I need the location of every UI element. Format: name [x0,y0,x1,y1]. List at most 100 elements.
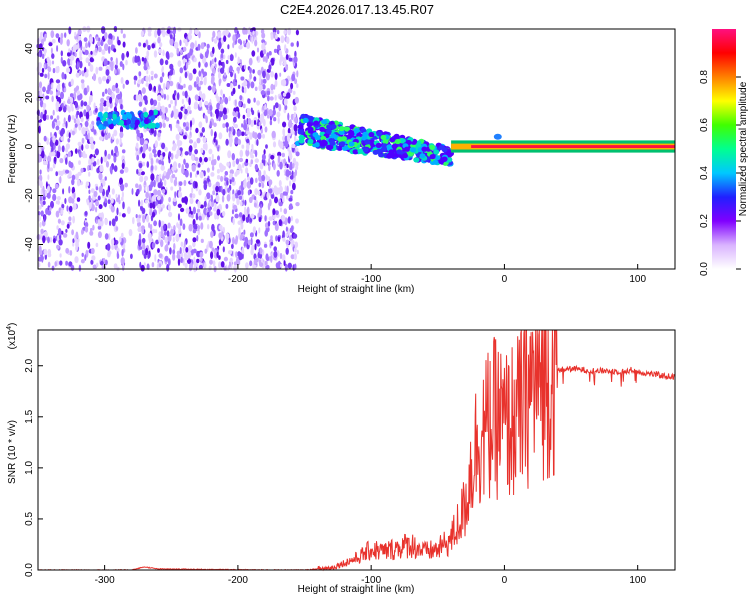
noise-point [56,45,59,52]
noise-point [210,172,215,177]
noise-point [117,39,121,46]
echo-point [389,137,396,143]
noise-point [162,122,166,128]
noise-point [115,87,120,94]
echo-point [376,131,383,137]
noise-point [110,197,114,204]
noise-point [250,119,254,127]
noise-point [237,84,241,90]
noise-point [284,44,287,52]
echo-point [403,146,410,152]
snr-x-label: Height of straight line (km) [298,584,415,595]
noise-point [85,144,90,150]
noise-point [43,248,48,256]
noise-point [113,165,118,173]
noise-point [69,93,74,98]
noise-point [61,82,65,89]
noise-point [224,97,229,105]
echo-point [98,124,104,130]
noise-point [213,38,218,44]
noise-point [183,114,187,120]
noise-point [143,95,148,101]
noise-point [274,223,279,232]
echo-point [429,154,436,160]
noise-point [184,251,187,259]
noise-point [131,188,134,195]
echo-point [150,114,156,121]
noise-point [235,158,240,165]
noise-point [283,208,288,215]
echo-point [153,109,158,116]
noise-point [187,52,191,59]
noise-point [234,73,237,81]
noise-point [119,97,123,106]
noise-point [293,124,298,132]
noise-point [106,78,110,84]
noise-point [72,215,75,224]
y-tick-label: -20 [24,188,35,203]
noise-point [278,202,283,207]
noise-point [245,138,250,144]
noise-point [256,47,260,53]
noise-point [196,250,201,258]
noise-point [161,68,164,73]
noise-point [183,158,186,165]
noise-point [272,141,277,148]
noise-point [187,245,193,252]
noise-point [162,49,165,57]
noise-point [106,243,111,251]
x-tick-label: 100 [629,274,646,285]
noise-point [42,235,46,244]
noise-point [192,241,196,248]
noise-point [50,30,55,38]
noise-point [170,229,174,237]
echo-point [405,139,412,146]
noise-point [141,78,144,85]
noise-point [181,98,185,105]
noise-point [197,200,201,209]
noise-point [96,262,99,268]
echo-point [313,142,320,148]
noise-point [61,204,65,209]
noise-point [36,52,41,57]
noise-point [260,78,264,86]
noise-point [237,69,240,74]
noise-point [182,223,186,230]
echo-point [148,109,154,116]
noise-point [147,44,151,51]
noise-point [80,100,84,107]
noise-point [285,232,289,238]
noise-point [154,201,158,206]
noise-point [216,175,221,180]
noise-point [100,156,103,164]
noise-point [163,170,167,176]
noise-point [288,119,293,127]
noise-point [249,132,253,140]
noise-point [248,57,253,66]
noise-point [277,151,282,157]
noise-point [171,174,176,179]
noise-point [83,101,88,107]
noise-point [104,218,108,226]
noise-point [121,249,124,257]
noise-point [189,197,194,205]
noise-point [183,46,187,52]
noise-point [56,234,60,243]
noise-point [179,218,183,226]
noise-point [262,84,266,90]
noise-point [145,75,149,83]
noise-point [114,69,117,74]
noise-point [173,165,177,171]
noise-point [204,51,209,59]
noise-point [176,139,181,148]
noise-point [204,114,207,119]
noise-point [68,132,71,139]
noise-point [246,181,252,189]
echo-point [314,135,321,141]
noise-point [115,138,119,145]
noise-point [176,222,179,228]
noise-point [265,73,270,81]
noise-point [172,143,177,151]
noise-point [187,33,192,41]
y-tick-label: 40 [24,43,35,55]
